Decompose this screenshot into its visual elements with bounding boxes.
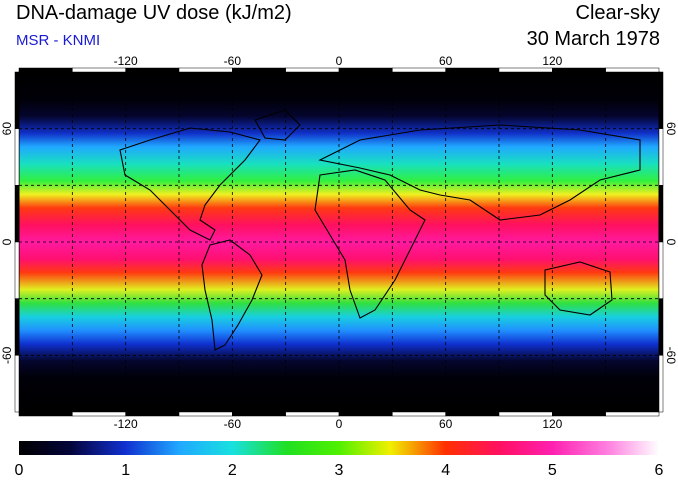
colorbar-tick-label: 0 bbox=[15, 462, 24, 479]
grid-lines bbox=[19, 72, 659, 412]
greenland-coast bbox=[254, 109, 301, 141]
north-america-coast bbox=[119, 127, 261, 241]
frame-bar-bottom bbox=[605, 411, 660, 417]
frame-bars bbox=[14, 67, 664, 417]
colorbar-tick-label: 3 bbox=[335, 462, 344, 479]
colorbar-tick-label: 1 bbox=[121, 462, 130, 479]
frame-bar-right bbox=[658, 355, 664, 413]
lon-label-top: -60 bbox=[224, 54, 242, 68]
africa-coast bbox=[314, 169, 426, 319]
lat-label-right: 60 bbox=[664, 122, 678, 136]
lon-label-top: 60 bbox=[439, 54, 453, 68]
sky-mode: Clear-sky bbox=[575, 2, 660, 24]
colorbar-gradient bbox=[19, 441, 659, 455]
lon-label-bottom: -60 bbox=[224, 417, 242, 430]
frame-bar-left bbox=[14, 355, 20, 413]
lat-label-left: -60 bbox=[0, 346, 14, 364]
map-title: DNA-damage UV dose (kJ/m2) bbox=[16, 2, 292, 24]
lat-label-right: -60 bbox=[664, 347, 678, 365]
map-date: 30 March 1978 bbox=[526, 28, 660, 50]
lon-label-bottom: 60 bbox=[439, 417, 453, 430]
lon-label-bottom: -120 bbox=[114, 417, 138, 430]
lon-label-bottom: 120 bbox=[542, 417, 562, 430]
lon-label-bottom: 0 bbox=[336, 417, 343, 430]
lon-label-top: 120 bbox=[542, 54, 562, 68]
lon-label-top: 0 bbox=[336, 54, 343, 68]
frame-bar-top bbox=[605, 67, 660, 73]
lon-label-top: -120 bbox=[114, 54, 138, 68]
uv-dose-map: -120 -120 -60 -60 0 0 60 60 120 120 60 60 0 0 -60 -60 bbox=[0, 54, 678, 430]
map-subtitle: MSR - KNMI bbox=[16, 32, 101, 49]
lat-label-right: 0 bbox=[664, 239, 678, 246]
lat-labels: 60 60 0 0 -60 -60 bbox=[0, 122, 678, 365]
colorbar-tick-label: 4 bbox=[441, 462, 450, 479]
colorbar-ticks: 0 1 2 3 4 5 6 bbox=[15, 462, 664, 479]
south-america-coast bbox=[201, 239, 263, 351]
colorbar-tick-label: 5 bbox=[548, 462, 557, 479]
colorbar-tick-label: 2 bbox=[228, 462, 237, 479]
lat-label-left: 60 bbox=[0, 122, 14, 136]
colorbar-tick-label: 6 bbox=[655, 462, 664, 479]
lon-labels: -120 -120 -60 -60 0 0 60 60 120 120 bbox=[114, 54, 563, 430]
australia-coast bbox=[544, 261, 613, 316]
lat-label-left: 0 bbox=[0, 238, 14, 245]
